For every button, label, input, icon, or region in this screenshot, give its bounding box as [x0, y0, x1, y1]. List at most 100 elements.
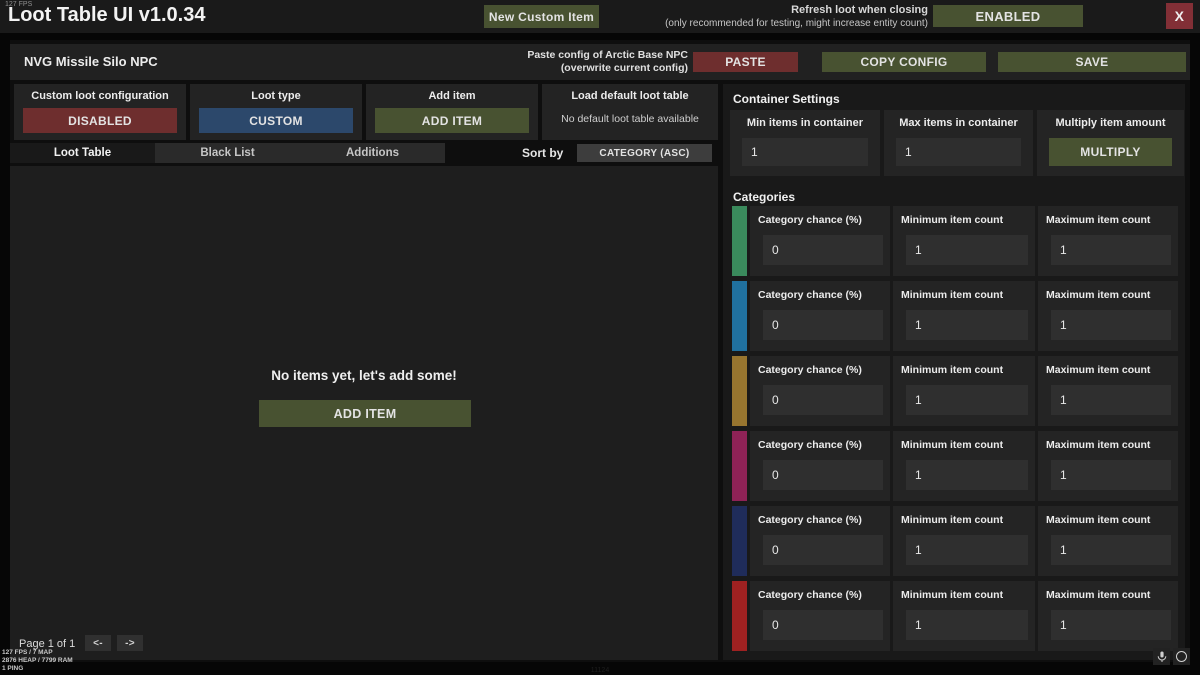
- category-max-label: Maximum item count: [1046, 439, 1151, 451]
- category-max-input[interactable]: 1: [1051, 385, 1171, 415]
- category-max-label: Maximum item count: [1046, 214, 1151, 226]
- default-loot-table-panel: Load default loot table No default loot …: [542, 84, 718, 140]
- add-item-label: Add item: [428, 90, 476, 102]
- container-settings-title: Container Settings: [733, 92, 840, 106]
- category-min-label: Minimum item count: [901, 364, 1004, 376]
- category-chance-label: Category chance (%): [758, 514, 862, 526]
- category-chance-label: Category chance (%): [758, 289, 862, 301]
- category-min-input[interactable]: 1: [906, 460, 1028, 490]
- category-chance-card: Category chance (%) 0: [750, 581, 890, 651]
- category-row: Category chance (%) 0 Minimum item count…: [723, 506, 1185, 576]
- category-min-card: Minimum item count 1: [893, 506, 1035, 576]
- tab-loot-table[interactable]: Loot Table: [10, 143, 155, 163]
- paste-config-note: Paste config of Arctic Base NPC (overwri…: [440, 49, 688, 75]
- category-min-card: Minimum item count 1: [893, 206, 1035, 276]
- category-chance-card: Category chance (%) 0: [750, 206, 890, 276]
- category-color-stripe: [732, 281, 747, 351]
- custom-loot-config-label: Custom loot configuration: [31, 90, 169, 102]
- category-min-input[interactable]: 1: [906, 385, 1028, 415]
- npc-name-title: NVG Missile Silo NPC: [24, 54, 158, 69]
- container-settings-panel: Container Settings Min items in containe…: [723, 84, 1185, 660]
- copy-config-button[interactable]: COPY CONFIG: [822, 52, 986, 72]
- category-color-stripe: [732, 506, 747, 576]
- save-button[interactable]: SAVE: [998, 52, 1186, 72]
- min-items-input[interactable]: 1: [742, 138, 868, 166]
- category-max-card: Maximum item count 1: [1038, 506, 1178, 576]
- category-min-label: Minimum item count: [901, 289, 1004, 301]
- category-min-label: Minimum item count: [901, 514, 1004, 526]
- top-bar: 127 FPS Loot Table UI v1.0.34 New Custom…: [0, 0, 1200, 33]
- paste-config-note-line2: (overwrite current config): [560, 62, 688, 74]
- next-page-button[interactable]: ->: [117, 635, 143, 651]
- custom-loot-toggle-button[interactable]: DISABLED: [23, 108, 177, 133]
- add-item-button[interactable]: ADD ITEM: [375, 108, 529, 133]
- empty-loot-message: No items yet, let's add some!: [271, 368, 457, 383]
- category-max-label: Maximum item count: [1046, 364, 1151, 376]
- category-min-input[interactable]: 1: [906, 310, 1028, 340]
- category-max-label: Maximum item count: [1046, 289, 1151, 301]
- category-min-card: Minimum item count 1: [893, 431, 1035, 501]
- tab-additions[interactable]: Additions: [345, 147, 400, 159]
- category-chance-label: Category chance (%): [758, 589, 862, 601]
- multiply-button[interactable]: MULTIPLY: [1049, 138, 1172, 166]
- fps-counter: 127 FPS: [5, 1, 33, 8]
- add-item-main-button[interactable]: ADD ITEM: [259, 400, 471, 427]
- category-chance-input[interactable]: 0: [763, 385, 883, 415]
- header-panel: NVG Missile Silo NPC: [10, 44, 1190, 80]
- category-max-card: Maximum item count 1: [1038, 581, 1178, 651]
- multiply-label: Multiply item amount: [1055, 117, 1166, 129]
- category-min-card: Minimum item count 1: [893, 281, 1035, 351]
- category-chance-input[interactable]: 0: [763, 535, 883, 565]
- loot-type-label: Loot type: [251, 90, 301, 102]
- category-min-input[interactable]: 1: [906, 610, 1028, 640]
- min-items-label: Min items in container: [746, 117, 864, 129]
- loot-type-panel: Loot type CUSTOM: [190, 84, 362, 140]
- category-chance-label: Category chance (%): [758, 439, 862, 451]
- default-loot-table-label: Load default loot table: [571, 90, 689, 102]
- category-min-input[interactable]: 1: [906, 235, 1028, 265]
- category-color-stripe: [732, 431, 747, 501]
- category-chance-input[interactable]: 0: [763, 235, 883, 265]
- category-row: Category chance (%) 0 Minimum item count…: [723, 281, 1185, 351]
- category-max-card: Maximum item count 1: [1038, 281, 1178, 351]
- custom-loot-config-panel: Custom loot configuration DISABLED: [14, 84, 186, 140]
- performance-line-memory: 2876 HEAP / 7799 RAM: [2, 657, 73, 664]
- sort-by-dropdown[interactable]: CATEGORY (ASC): [577, 144, 712, 162]
- category-chance-card: Category chance (%) 0: [750, 281, 890, 351]
- max-items-card: Max items in container 1: [884, 110, 1033, 176]
- refresh-loot-note-line2: (only recommended for testing, might inc…: [665, 18, 928, 29]
- category-chance-card: Category chance (%) 0: [750, 506, 890, 576]
- category-max-input[interactable]: 1: [1051, 610, 1171, 640]
- max-items-input[interactable]: 1: [896, 138, 1021, 166]
- previous-page-button[interactable]: <-: [85, 635, 111, 651]
- category-max-input[interactable]: 1: [1051, 460, 1171, 490]
- category-color-stripe: [732, 356, 747, 426]
- category-min-label: Minimum item count: [901, 214, 1004, 226]
- new-custom-item-button[interactable]: New Custom Item: [484, 5, 599, 28]
- category-row: Category chance (%) 0 Minimum item count…: [723, 581, 1185, 651]
- category-max-input[interactable]: 1: [1051, 535, 1171, 565]
- close-button[interactable]: X: [1166, 3, 1193, 29]
- category-max-card: Maximum item count 1: [1038, 206, 1178, 276]
- category-chance-input[interactable]: 0: [763, 610, 883, 640]
- page-indicator: Page 1 of 1: [19, 638, 76, 650]
- add-item-panel: Add item ADD ITEM: [366, 84, 538, 140]
- category-chance-input[interactable]: 0: [763, 310, 883, 340]
- category-min-card: Minimum item count 1: [893, 581, 1035, 651]
- category-max-input[interactable]: 1: [1051, 310, 1171, 340]
- tab-band: Black List Additions: [155, 143, 445, 163]
- default-loot-table-note: No default loot table available: [561, 113, 699, 125]
- max-items-label: Max items in container: [899, 117, 1018, 129]
- loot-type-button[interactable]: CUSTOM: [199, 108, 353, 133]
- paste-config-button[interactable]: PASTE: [693, 52, 798, 72]
- performance-line-fps: 127 FPS / 7 MAP: [2, 649, 53, 656]
- category-max-input[interactable]: 1: [1051, 235, 1171, 265]
- category-chance-card: Category chance (%) 0: [750, 356, 890, 426]
- category-min-input[interactable]: 1: [906, 535, 1028, 565]
- tab-black-list[interactable]: Black List: [200, 147, 255, 159]
- categories-list: Category chance (%) 0 Minimum item count…: [723, 206, 1185, 656]
- category-color-stripe: [732, 581, 747, 651]
- category-chance-input[interactable]: 0: [763, 460, 883, 490]
- refresh-loot-toggle-button[interactable]: ENABLED: [933, 5, 1083, 27]
- performance-readout: 127 FPS / 7 MAP 2876 HEAP / 7799 RAM 1 P…: [2, 649, 73, 673]
